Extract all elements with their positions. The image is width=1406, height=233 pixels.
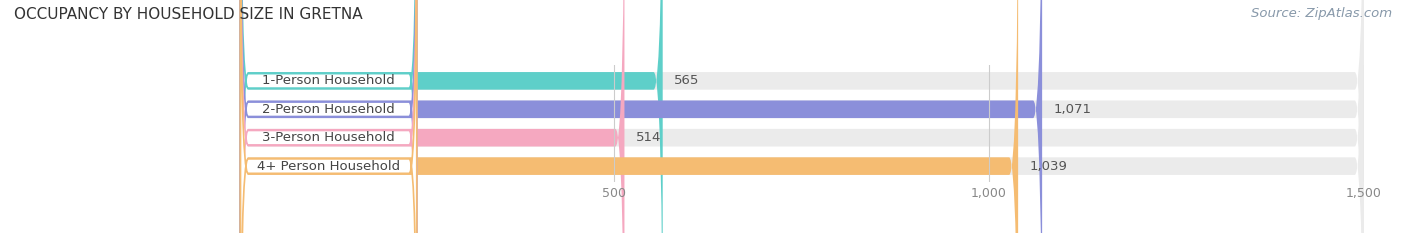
FancyBboxPatch shape bbox=[239, 0, 1018, 233]
FancyBboxPatch shape bbox=[240, 0, 416, 233]
FancyBboxPatch shape bbox=[240, 0, 416, 233]
FancyBboxPatch shape bbox=[239, 0, 624, 233]
Text: OCCUPANCY BY HOUSEHOLD SIZE IN GRETNA: OCCUPANCY BY HOUSEHOLD SIZE IN GRETNA bbox=[14, 7, 363, 22]
Text: 1,039: 1,039 bbox=[1029, 160, 1067, 173]
Text: 1,071: 1,071 bbox=[1053, 103, 1091, 116]
FancyBboxPatch shape bbox=[239, 0, 1364, 233]
Text: 2-Person Household: 2-Person Household bbox=[263, 103, 395, 116]
Text: 3-Person Household: 3-Person Household bbox=[263, 131, 395, 144]
FancyBboxPatch shape bbox=[240, 0, 416, 233]
FancyBboxPatch shape bbox=[239, 0, 1364, 233]
Text: Source: ZipAtlas.com: Source: ZipAtlas.com bbox=[1251, 7, 1392, 20]
FancyBboxPatch shape bbox=[239, 0, 1364, 233]
FancyBboxPatch shape bbox=[239, 0, 1364, 233]
Text: 514: 514 bbox=[636, 131, 661, 144]
Text: 565: 565 bbox=[673, 74, 699, 87]
FancyBboxPatch shape bbox=[240, 0, 416, 233]
Text: 1-Person Household: 1-Person Household bbox=[263, 74, 395, 87]
FancyBboxPatch shape bbox=[239, 0, 1042, 233]
Text: 4+ Person Household: 4+ Person Household bbox=[257, 160, 401, 173]
FancyBboxPatch shape bbox=[239, 0, 662, 233]
